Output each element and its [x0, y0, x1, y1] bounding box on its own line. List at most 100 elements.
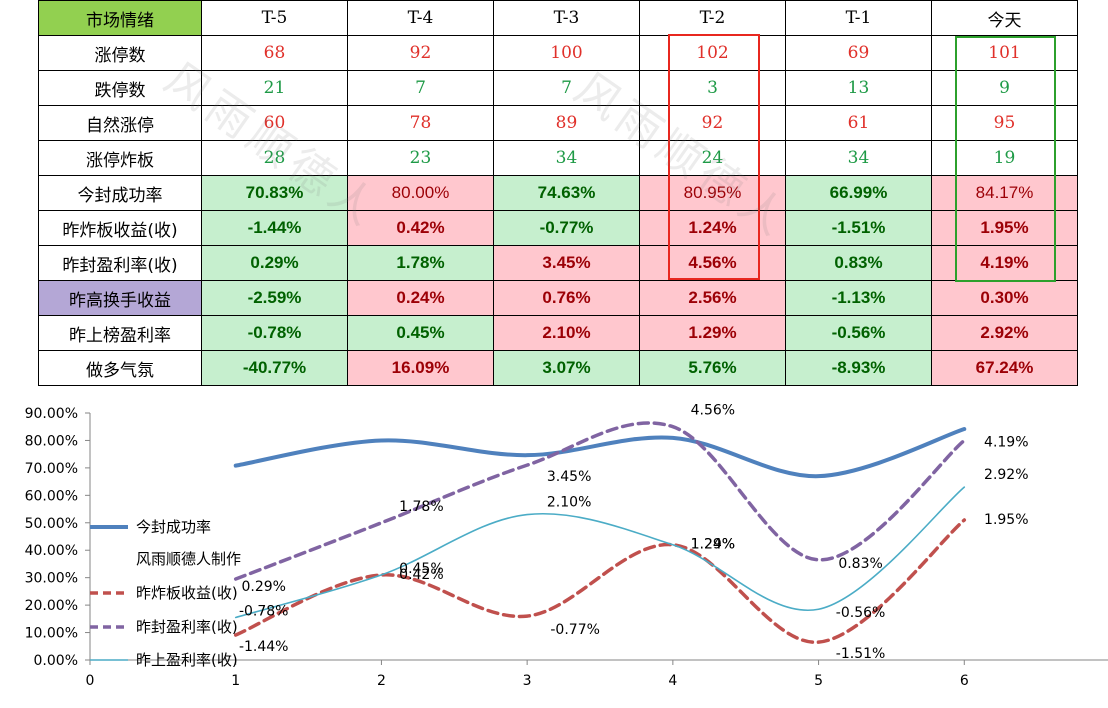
column-header: T-5 — [201, 0, 348, 36]
series-line — [233, 421, 967, 581]
table-cell: 21 — [201, 70, 348, 106]
table-cell: 66.99% — [785, 175, 932, 211]
table-cell: 16.09% — [347, 350, 494, 386]
y-tick-label: 80.00% — [25, 433, 78, 449]
table-cell: 101 — [931, 35, 1078, 71]
y-tick-label: 50.00% — [25, 516, 78, 532]
table-cell: 34 — [493, 140, 640, 176]
table-cell: 0.42% — [347, 210, 494, 246]
table-cell: 3 — [639, 70, 786, 106]
table-cell: 92 — [347, 35, 494, 71]
y-tick-label: 0.00% — [34, 653, 78, 669]
y-tick-label: 20.00% — [25, 598, 78, 614]
table-row: 昨上榜盈利率 -0.78% 0.45% 2.10% 1.29% -0.56% 2.92% — [38, 315, 1078, 351]
row-label: 做多气氛 — [38, 350, 202, 386]
data-label: 0.83% — [838, 556, 882, 572]
table-cell: 102 — [639, 35, 786, 71]
table-cell: -40.77% — [201, 350, 348, 386]
column-header: T-4 — [347, 0, 494, 36]
x-tick-label: 3 — [523, 673, 532, 689]
table-cell: -8.93% — [785, 350, 932, 386]
table-cell: -1.51% — [785, 210, 932, 246]
data-label: 3.45% — [547, 469, 591, 485]
legend-label: 昨封盈利率(收) — [136, 618, 238, 636]
column-header: T-2 — [639, 0, 786, 36]
table-cell: 24 — [639, 140, 786, 176]
data-label: -1.51% — [836, 646, 886, 662]
y-tick-label: 40.00% — [25, 543, 78, 559]
table-header-row: 市场情绪 T-5 T-4 T-3 T-2 T-1 今天 — [38, 0, 1078, 36]
y-tick-label: 90.00% — [25, 406, 78, 422]
table-cell: 70.83% — [201, 175, 348, 211]
table-cell: 92 — [639, 105, 786, 141]
table-cell: 95 — [931, 105, 1078, 141]
data-label: -0.56% — [836, 605, 886, 621]
table-cell: 2.92% — [931, 315, 1078, 351]
table-cell: 2.56% — [639, 280, 786, 316]
data-label: 0.42% — [399, 567, 443, 583]
table-row: 做多气氛 -40.77% 16.09% 3.07% 5.76% -8.93% 67.24% — [38, 350, 1078, 386]
table-row: 自然涨停 60 78 89 92 61 95 — [38, 105, 1078, 141]
table-cell: 2.10% — [493, 315, 640, 351]
table-cell: 0.83% — [785, 245, 932, 281]
market-sentiment-table: 市场情绪 T-5 T-4 T-3 T-2 T-1 今天 涨停数 68 92 100 102 69 101 跌… — [38, 0, 1078, 386]
row-label: 昨高换手收益 — [38, 280, 202, 316]
table-cell: -0.56% — [785, 315, 932, 351]
data-label: 1.24% — [691, 537, 735, 553]
legend-label: 今封成功率 — [136, 518, 211, 536]
chart-svg: 0.00% 10.00% 20.00% 30.00% 40.00% 50.00% 60.00… — [25, 403, 1108, 689]
table-cell: 23 — [347, 140, 494, 176]
row-label: 涨停数 — [38, 35, 202, 71]
data-label: -0.77% — [550, 622, 600, 638]
data-label: 0.45% — [399, 561, 443, 577]
table-cell: 61 — [785, 105, 932, 141]
table-cell: -0.77% — [493, 210, 640, 246]
table-cell: 89 — [493, 105, 640, 141]
x-tick-label: 1 — [231, 673, 240, 689]
row-label: 跌停数 — [38, 70, 202, 106]
table-row: 涨停炸板 28 23 34 24 34 19 — [38, 140, 1078, 176]
column-header: T-3 — [493, 0, 640, 36]
legend-label: 风雨顺德人制作 — [136, 550, 241, 568]
series-line — [233, 518, 967, 644]
table-cell: 0.29% — [201, 245, 348, 281]
table-cell: 68 — [201, 35, 348, 71]
table-cell: 9 — [931, 70, 1078, 106]
data-label: 1.29% — [691, 537, 735, 553]
table-cell: 60 — [201, 105, 348, 141]
y-tick-label: 30.00% — [25, 571, 78, 587]
data-label: -1.44% — [239, 639, 289, 655]
data-label: -0.78% — [239, 603, 289, 619]
table-cell: -2.59% — [201, 280, 348, 316]
data-label: 4.56% — [691, 403, 735, 419]
table-cell: 1.78% — [347, 245, 494, 281]
table-cell: 5.76% — [639, 350, 786, 386]
table-cell: 0.76% — [493, 280, 640, 316]
table-cell: 67.24% — [931, 350, 1078, 386]
x-tick-label: 0 — [86, 673, 95, 689]
column-header: T-1 — [785, 0, 932, 36]
table-cell: 19 — [931, 140, 1078, 176]
table-cell: 69 — [785, 35, 932, 71]
table-row: 涨停数 68 92 100 102 69 101 — [38, 35, 1078, 71]
x-tick-label: 5 — [814, 673, 823, 689]
table-cell: -1.44% — [201, 210, 348, 246]
row-label: 昨炸板收益(收) — [38, 210, 202, 246]
table-cell: 1.24% — [639, 210, 786, 246]
table-cell: 13 — [785, 70, 932, 106]
table-cell: 3.07% — [493, 350, 640, 386]
table-cell: 28 — [201, 140, 348, 176]
table-cell: 100 — [493, 35, 640, 71]
table-cell: 7 — [347, 70, 494, 106]
row-label: 昨上榜盈利率 — [38, 315, 202, 351]
row-label: 昨封盈利率(收) — [38, 245, 202, 281]
table-cell: 78 — [347, 105, 494, 141]
series-line — [233, 427, 967, 479]
y-tick-label: 70.00% — [25, 461, 78, 477]
table-row: 今封成功率 70.83% 80.00% 74.63% 80.95% 66.99% 84.17… — [38, 175, 1078, 211]
row-label: 今封成功率 — [38, 175, 202, 211]
sentiment-table-sheet: 市场情绪 T-5 T-4 T-3 T-2 T-1 今天 涨停数 68 92 100 102 69 101 跌… — [38, 0, 1078, 386]
table-row: 昨高换手收益 -2.59% 0.24% 0.76% 2.56% -1.13% 0.30% — [38, 280, 1078, 316]
table-row: 跌停数 21 7 7 3 13 9 — [38, 70, 1078, 106]
table-row: 昨封盈利率(收) 0.29% 1.78% 3.45% 4.56% 0.83% 4.19% — [38, 245, 1078, 281]
